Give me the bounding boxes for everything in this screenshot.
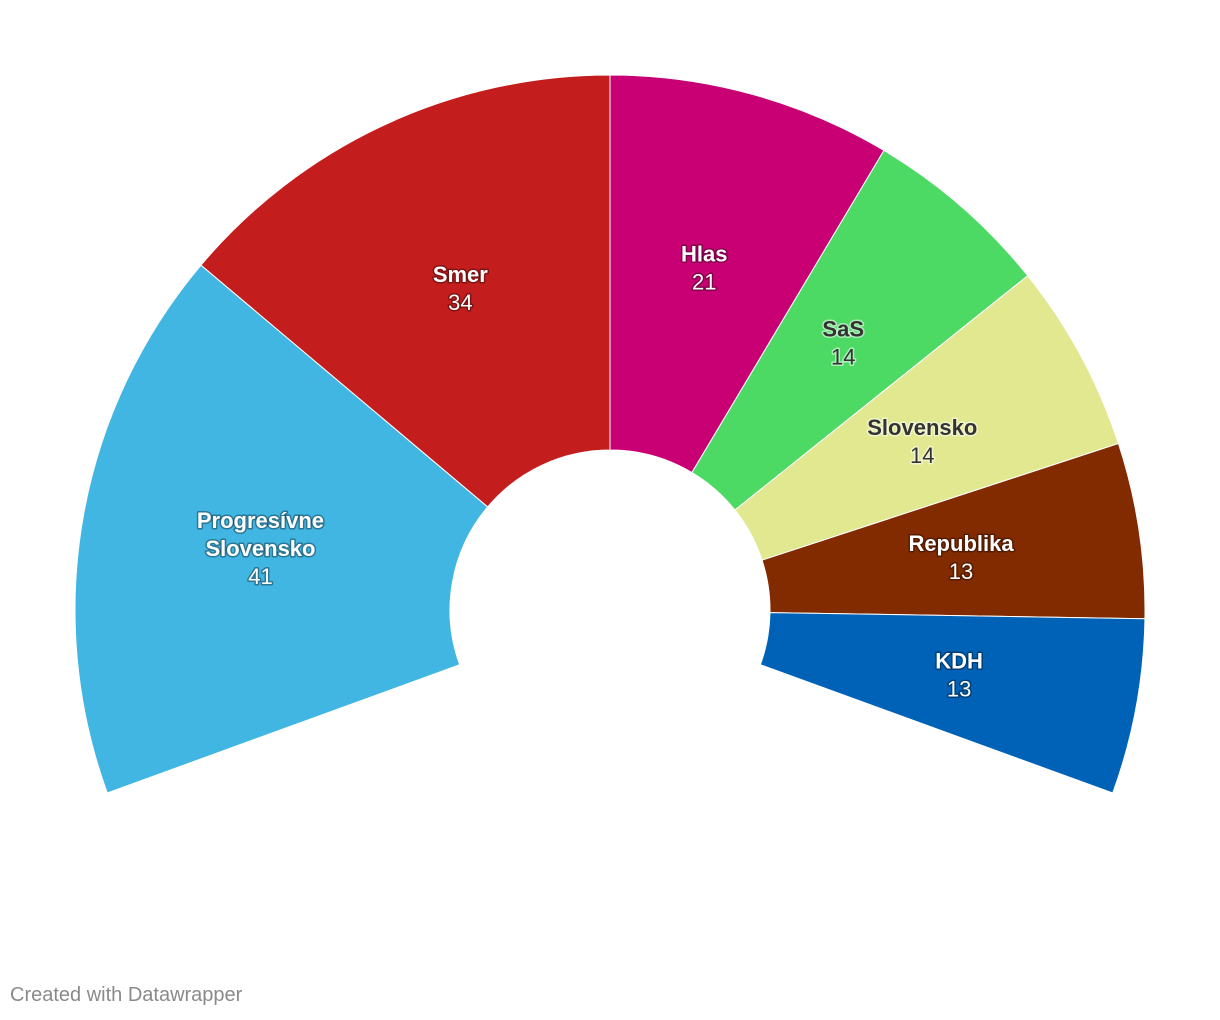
label-group-hlas: Hlas 21 <box>680 240 729 296</box>
label-group-smer: Smer 34 <box>431 261 489 317</box>
slice-smer[interactable] <box>200 74 611 508</box>
seat-count-label: 13 <box>949 559 973 584</box>
seat-count-label: 14 <box>910 443 934 468</box>
datawrapper-credit[interactable]: Created with Datawrapper <box>10 984 243 1006</box>
label-group-slovensko: Slovensko 14 <box>866 414 979 470</box>
party-label: SaS <box>822 316 864 341</box>
party-label: Slovensko <box>867 415 977 440</box>
slice-kdh[interactable] <box>759 612 1146 794</box>
label-group-kdh: KDH 13 <box>934 647 985 703</box>
seat-count-label: 41 <box>248 564 272 589</box>
labels-layer: ProgresívneSlovensko41Smer34Hlas21SaS14S… <box>195 240 1016 703</box>
slice-hlas[interactable] <box>609 74 885 474</box>
slices-layer <box>74 74 1146 794</box>
party-label: Slovensko <box>205 536 315 561</box>
seat-count-label: 21 <box>692 270 716 295</box>
seat-count-label: 34 <box>448 290 472 315</box>
seat-count-label: 13 <box>947 676 971 701</box>
slice-progresivne-slovensko[interactable] <box>74 264 489 794</box>
label-group-republika: Republika 13 <box>907 529 1016 585</box>
party-label: Hlas <box>681 242 727 267</box>
label-group-progresivne-slovensko: Progresívne Slovensko 41 <box>195 506 325 590</box>
party-label: Smer <box>433 262 488 287</box>
party-label: Republika <box>908 531 1014 556</box>
party-label: Progresívne <box>197 508 324 533</box>
party-label: KDH <box>935 648 983 673</box>
seat-count-label: 14 <box>831 344 855 369</box>
label-group-sas: SaS 14 <box>821 315 866 371</box>
